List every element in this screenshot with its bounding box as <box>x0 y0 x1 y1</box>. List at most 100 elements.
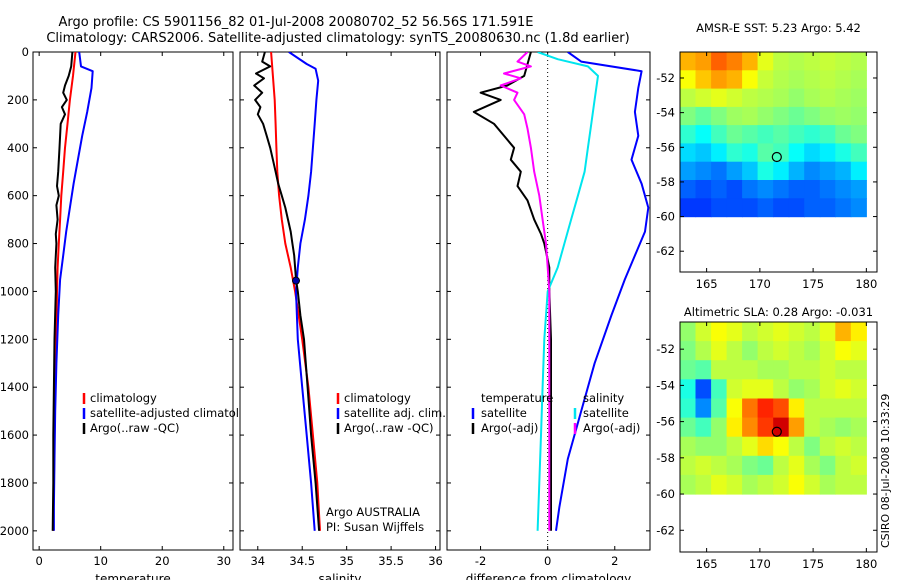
difference-series-s_argo <box>499 52 551 531</box>
sla_map-heatmap-cell <box>773 379 790 399</box>
sla_map-heatmap-cell <box>788 474 805 495</box>
sla_map-heatmap-cell <box>788 360 805 380</box>
sla_map-heatmap-cell <box>819 398 836 419</box>
sla_map-heatmap-cell <box>680 417 697 438</box>
sla_map-heatmap-cell <box>850 322 867 342</box>
sst_map-heatmap-cells <box>680 52 867 218</box>
sst_map-heatmap-cell <box>680 198 697 218</box>
sla_map-heatmap-cell <box>680 341 697 361</box>
sst_map-heatmap-cell <box>742 180 759 199</box>
sla_map-heatmap-cell <box>726 398 743 419</box>
sla_map-heatmap-cell <box>695 322 712 342</box>
sst_map-heatmap-cell <box>788 52 805 71</box>
sst_map-heatmap-cell <box>819 143 836 163</box>
sla_map-heatmap-cell <box>695 455 712 476</box>
sla_map-ytick-label: -56 <box>656 415 675 429</box>
sla_map-heatmap-cell <box>773 474 790 495</box>
sla_map-argo-position-marker <box>771 426 782 437</box>
sst_map-heatmap-cell <box>757 161 774 181</box>
temperature-profile-panel: 0 10 20 30 0 200 400 600 800 1000 1200 1400 1600 1800… <box>0 45 260 580</box>
sla_map-axes-box <box>679 321 878 553</box>
sla_map-heatmap-cell <box>757 398 774 419</box>
sst_map-heatmap-cell <box>742 161 759 181</box>
sst_map-heatmap-cell <box>726 106 743 126</box>
sst_map-heatmap-cell <box>757 125 774 144</box>
sla_map-heatmap-cell <box>788 379 805 399</box>
sla_map-heatmap-cell <box>695 436 712 457</box>
sla_map-ytick-label: -60 <box>656 487 675 501</box>
salinity-series-argo <box>253 52 321 531</box>
salinity-legend-label-satellite: satellite adj. clim. <box>344 406 446 420</box>
sst_map-heatmap-cell <box>788 143 805 163</box>
sla_map-heatmap-cell <box>757 341 774 361</box>
salinity-xlabel: salinity <box>318 572 361 580</box>
sla_map-heatmap-cell <box>788 455 805 476</box>
sla_map-heatmap-cell <box>804 474 821 495</box>
sst_map-heatmap-cell <box>680 106 697 126</box>
sla_map-heatmap-cell <box>773 360 790 380</box>
sla_map-heatmap-cell <box>695 341 712 361</box>
sst_map-heatmap-cell <box>850 180 867 199</box>
sst_map-heatmap-cell <box>742 143 759 163</box>
sst_map-title: AMSR-E SST: 5.23 Argo: 5.42 <box>696 21 861 35</box>
sst_map-heatmap-cell <box>835 125 852 144</box>
sst_map-heatmap-cell <box>804 125 821 144</box>
sst_map-ytick-label: -62 <box>656 244 675 258</box>
sla_map-heatmap-cell <box>711 360 728 380</box>
sst_map-heatmap-cell <box>850 70 867 90</box>
sla_map-heatmap-cell <box>850 341 867 361</box>
sst_map-heatmap-cell <box>804 180 821 199</box>
sla_map-heatmap-cell <box>804 360 821 380</box>
sst_map-heatmap-cell <box>850 143 867 163</box>
sla_map-heatmap-cell <box>742 398 759 419</box>
sst_map-heatmap-cell <box>695 125 712 144</box>
sla_map-heatmap-cell <box>835 341 852 361</box>
sla_map-heatmap-cell <box>819 360 836 380</box>
sla_map-heatmap-cell <box>773 322 790 342</box>
sla_map-heatmap-cell <box>757 474 774 495</box>
sla_map-heatmap-cell <box>757 322 774 342</box>
sst_map-heatmap-cell <box>757 198 774 218</box>
temperature-legend-label-argo: Argo(..raw -QC) <box>90 421 180 435</box>
sla_map-heatmap-cell <box>680 474 697 495</box>
sla_map-heatmap-cell <box>773 341 790 361</box>
temperature-xtick-label: 30 <box>216 554 231 568</box>
sst_map-heatmap-cell <box>773 198 790 218</box>
difference-legend-heading-0: temperature <box>481 391 553 405</box>
sla_map-heatmap-cell <box>726 436 743 457</box>
sst_map-heatmap-cell <box>726 70 743 90</box>
difference-legend-label-t_argo: Argo(-adj) <box>481 421 538 435</box>
sst_map-heatmap-cell <box>804 52 821 71</box>
sla_map-heatmap-cell <box>835 379 852 399</box>
sst_map-heatmap-cell <box>773 70 790 90</box>
sla_map-heatmap-cell <box>850 436 867 457</box>
sla_map-xtick-label: 175 <box>802 557 824 571</box>
sla_map-heatmap-cell <box>773 417 790 438</box>
sst_map-heatmap-cell <box>788 180 805 199</box>
sst_map-heatmap-cell <box>819 198 836 218</box>
sla_map-heatmap-cell <box>726 360 743 380</box>
sla_map-heatmap-cell <box>819 322 836 342</box>
difference-xlabel: difference from climatology <box>466 572 632 580</box>
sla_map-heatmap-cell <box>773 436 790 457</box>
sst_map-heatmap-cell <box>850 88 867 108</box>
sst_map-heatmap-cell <box>757 52 774 71</box>
sst_map-heatmap-cell <box>711 198 728 218</box>
temperature-series-satellite <box>52 52 94 531</box>
sla_map-heatmap-cell <box>680 436 697 457</box>
sla_map-heatmap-cell <box>757 455 774 476</box>
sst_map-heatmap-cell <box>819 52 836 71</box>
sst_map-heatmap-cell <box>680 125 697 144</box>
sla_map-heatmap-cell <box>757 360 774 380</box>
sst_map-heatmap-cell <box>726 125 743 144</box>
sla_map-heatmap-cell <box>680 398 697 419</box>
sla_map-heatmap-cell <box>804 436 821 457</box>
temperature-ytick-label: 1400 <box>0 380 29 394</box>
sst_map-heatmap-cell <box>757 106 774 126</box>
sla_map-heatmap-cell <box>788 436 805 457</box>
sst_map-heatmap-cell <box>850 106 867 126</box>
temperature-ytick-label: 600 <box>7 189 29 203</box>
sla_map-heatmap-cell <box>726 455 743 476</box>
sst_map-heatmap-cell <box>711 70 728 90</box>
sst_map-heatmap-cell <box>680 180 697 199</box>
